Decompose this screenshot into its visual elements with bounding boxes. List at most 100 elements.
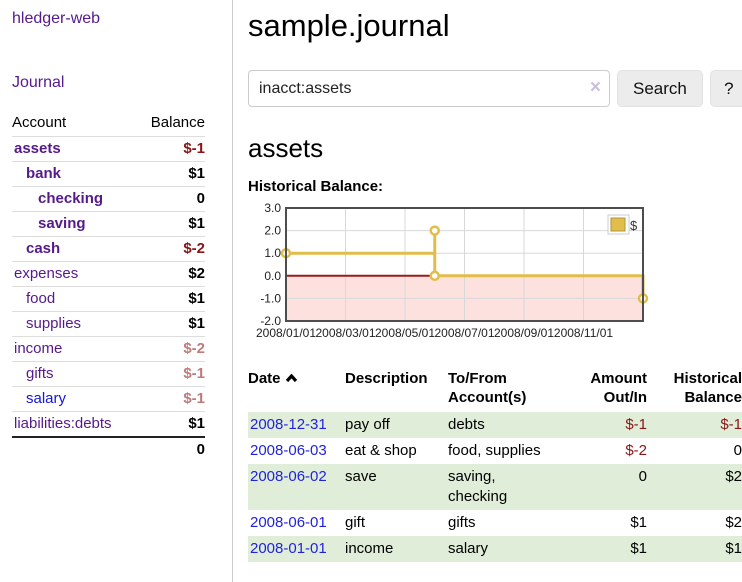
account-row: food $1 — [12, 286, 205, 312]
accounts-total-row: 0 — [12, 436, 205, 462]
transaction-tofrom: gifts — [448, 514, 476, 531]
register-row: 2008-01-01 income salary $1 $1 — [248, 536, 742, 562]
register-row: 2008-06-01 gift gifts $1 $2 — [248, 510, 742, 536]
account-balance: $2 — [136, 261, 205, 287]
transaction-description: income — [345, 536, 448, 562]
account-heading: assets — [248, 133, 324, 163]
transaction-description: save — [345, 464, 448, 510]
account-link-assets[interactable]: assets — [14, 140, 61, 157]
accounts-header-row: Account Balance — [12, 112, 205, 137]
transaction-date-link[interactable]: 2008-12-31 — [250, 416, 327, 433]
account-row: cash $-2 — [12, 236, 205, 262]
sidebar-item-journal[interactable]: Journal — [12, 74, 65, 91]
search-input[interactable] — [248, 70, 610, 107]
transaction-date-link[interactable]: 2008-01-01 — [250, 540, 327, 557]
account-balance: $1 — [136, 161, 205, 187]
account-row: gifts $-1 — [12, 361, 205, 387]
column-header-date[interactable]: Date — [248, 366, 345, 412]
account-balance: $1 — [136, 411, 205, 437]
account-link-checking[interactable]: checking — [38, 190, 104, 207]
register-table: Date Description To/From Account(s) Amou… — [248, 366, 742, 562]
register-row: 2008-06-02 save saving, checking 0 $2 — [248, 464, 742, 510]
register-row: 2008-06-03 eat & shop food, supplies $-2… — [248, 438, 742, 464]
transaction-amount: $1 — [630, 514, 647, 531]
column-header-amount: Amount Out/In — [590, 370, 647, 406]
transaction-balance: $2 — [725, 514, 742, 531]
transaction-balance: $1 — [649, 536, 742, 562]
transaction-amount: $-2 — [625, 442, 647, 459]
transaction-amount: $1 — [566, 536, 649, 562]
account-balance: $-2 — [136, 236, 205, 262]
chevron-up-icon — [285, 369, 298, 388]
app-title-link[interactable]: hledger-web — [12, 10, 101, 27]
x-tick-label: 2008/11/01 — [554, 326, 613, 340]
account-link-food[interactable]: food — [26, 290, 56, 307]
search-button[interactable]: Search — [617, 70, 703, 107]
accounts-header-account: Account — [12, 114, 67, 131]
transaction-date-link[interactable]: 2008-06-01 — [250, 514, 327, 531]
y-tick-label: 2.0 — [264, 224, 281, 238]
column-header-balance: Historical Balance — [673, 370, 742, 406]
transaction-tofrom: debts — [448, 412, 566, 438]
account-balance: $-2 — [136, 336, 205, 362]
account-link-saving[interactable]: saving — [38, 215, 86, 232]
y-tick-label: 1.0 — [264, 246, 281, 260]
clear-search-icon[interactable]: × — [589, 77, 601, 98]
account-row: income $-2 — [12, 336, 205, 362]
x-tick-label: 2008/07/01 — [434, 326, 494, 340]
x-tick-label: 2008/03/01 — [315, 326, 375, 340]
register-row: 2008-12-31 pay off debts $-1 $-1 — [248, 412, 742, 438]
y-tick-label: -2.0 — [260, 314, 281, 328]
transaction-tofrom: food, supplies — [448, 442, 541, 459]
transaction-amount: 0 — [566, 464, 649, 510]
x-tick-label: 2008/01/01 — [256, 326, 316, 340]
transaction-balance: 0 — [733, 442, 742, 459]
transaction-date-link[interactable]: 2008-06-02 — [250, 468, 327, 485]
account-balance: $1 — [136, 286, 205, 312]
transaction-amount: $-1 — [566, 412, 649, 438]
transaction-description: pay off — [345, 412, 448, 438]
account-link-salary[interactable]: salary — [26, 390, 67, 407]
account-row: salary $-1 — [12, 386, 205, 412]
data-point-marker — [429, 270, 440, 282]
column-header-tofrom: To/From Account(s) — [448, 370, 527, 406]
legend-swatch — [610, 217, 626, 232]
account-balance: $-1 — [136, 386, 205, 412]
account-link-cash[interactable]: cash — [26, 240, 61, 257]
account-link-supplies[interactable]: supplies — [26, 315, 82, 332]
accounts-table: Account Balance assets $-1 bank $1 check… — [12, 112, 205, 462]
x-tick-label: 2008/05/01 — [375, 326, 435, 340]
transaction-balance: $-1 — [649, 412, 742, 438]
account-row: bank $1 — [12, 161, 205, 187]
account-row: expenses $2 — [12, 261, 205, 287]
account-link-liabilities-debts[interactable]: liabilities:debts — [14, 415, 112, 432]
account-link-gifts[interactable]: gifts — [26, 365, 54, 382]
register-header-row: Date Description To/From Account(s) Amou… — [248, 366, 742, 412]
column-header-description: Description — [345, 370, 428, 387]
account-row: supplies $1 — [12, 311, 205, 337]
y-tick-label: 3.0 — [264, 203, 281, 215]
chart-title-label: Historical Balance: — [248, 178, 384, 195]
transaction-date-link[interactable]: 2008-06-03 — [250, 442, 327, 459]
account-link-income[interactable]: income — [14, 340, 63, 357]
account-row: checking 0 — [12, 186, 205, 212]
y-tick-label: 0.0 — [264, 269, 281, 283]
account-link-expenses[interactable]: expenses — [14, 265, 79, 282]
account-link-bank[interactable]: bank — [26, 165, 62, 182]
transaction-tofrom: saving, checking — [448, 464, 566, 510]
transaction-description: eat & shop — [345, 442, 417, 459]
account-balance: $-1 — [136, 136, 205, 162]
accounts-header-balance: Balance — [150, 114, 205, 131]
x-tick-label: 2008/09/01 — [494, 326, 554, 340]
y-tick-label: -1.0 — [260, 291, 281, 305]
search-form: × Search ? — [248, 70, 742, 107]
account-balance: $1 — [136, 211, 205, 237]
account-row: assets $-1 — [12, 136, 205, 162]
account-balance: 0 — [136, 186, 205, 212]
help-button[interactable]: ? — [709, 70, 742, 107]
account-balance: $1 — [136, 311, 205, 337]
transaction-description: gift — [345, 514, 366, 531]
plot-border — [285, 207, 644, 322]
